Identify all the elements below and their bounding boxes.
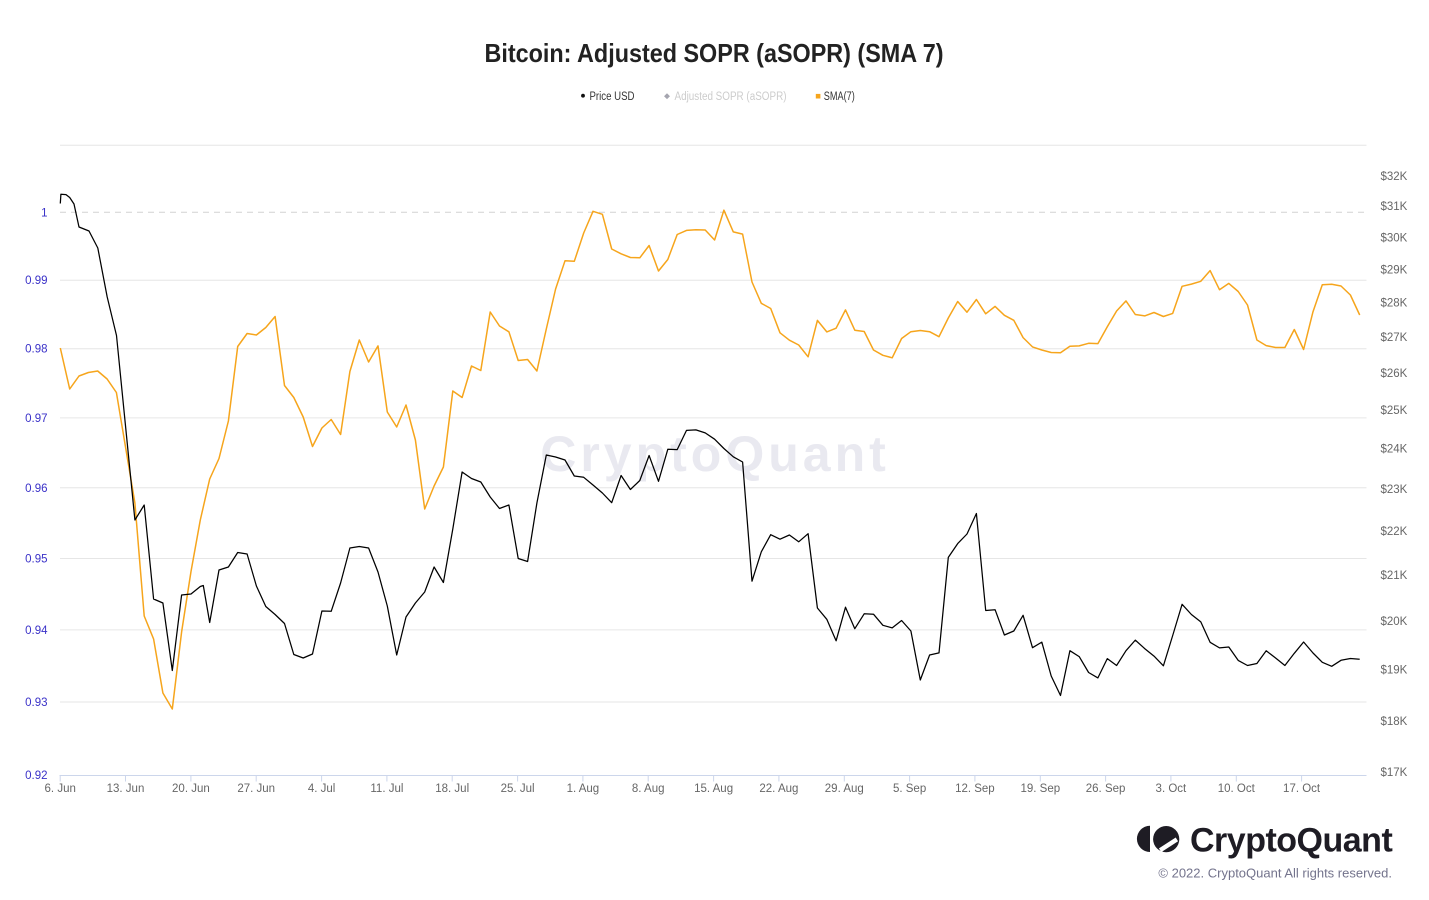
svg-text:$20K: $20K: [1381, 616, 1408, 628]
svg-text:12. Sep: 12. Sep: [955, 783, 995, 795]
svg-text:13. Jun: 13. Jun: [107, 783, 145, 795]
svg-text:0.99: 0.99: [25, 275, 47, 287]
svg-text:18. Jul: 18. Jul: [435, 783, 469, 795]
svg-text:17. Oct: 17. Oct: [1283, 783, 1321, 795]
svg-text:19. Sep: 19. Sep: [1020, 783, 1060, 795]
svg-text:0.95: 0.95: [25, 554, 47, 566]
svg-text:11. Jul: 11. Jul: [370, 783, 403, 795]
svg-text:SMA(7): SMA(7): [824, 91, 855, 103]
svg-text:6. Jun: 6. Jun: [45, 783, 76, 795]
svg-text:1: 1: [41, 207, 47, 219]
svg-text:$18K: $18K: [1381, 716, 1408, 728]
svg-text:15. Aug: 15. Aug: [694, 783, 733, 795]
svg-text:20. Jun: 20. Jun: [172, 783, 210, 795]
svg-text:Adjusted SOPR (aSOPR): Adjusted SOPR (aSOPR): [675, 91, 787, 103]
svg-text:$27K: $27K: [1381, 332, 1408, 344]
svg-text:4. Jul: 4. Jul: [308, 783, 336, 795]
svg-text:26. Sep: 26. Sep: [1086, 783, 1126, 795]
svg-text:0.92: 0.92: [25, 770, 47, 782]
svg-text:© 2022. CryptoQuant All rights: © 2022. CryptoQuant All rights reserved.: [1158, 866, 1392, 881]
svg-text:27. Jun: 27. Jun: [237, 783, 275, 795]
svg-text:0.97: 0.97: [25, 413, 47, 425]
svg-text:$29K: $29K: [1381, 264, 1408, 276]
svg-text:3. Oct: 3. Oct: [1156, 783, 1187, 795]
svg-text:$19K: $19K: [1381, 665, 1408, 677]
svg-text:0.96: 0.96: [25, 483, 47, 495]
svg-text:0.94: 0.94: [25, 625, 48, 637]
svg-text:$30K: $30K: [1381, 232, 1408, 244]
svg-text:$32K: $32K: [1381, 171, 1408, 183]
svg-text:$17K: $17K: [1381, 767, 1408, 779]
svg-text:8. Aug: 8. Aug: [632, 783, 665, 795]
svg-text:$22K: $22K: [1381, 526, 1408, 538]
svg-text:$24K: $24K: [1381, 444, 1408, 456]
svg-text:$25K: $25K: [1381, 405, 1408, 417]
svg-text:$21K: $21K: [1381, 570, 1408, 582]
svg-text:10. Oct: 10. Oct: [1218, 783, 1256, 795]
svg-text:1. Aug: 1. Aug: [567, 783, 600, 795]
svg-text:25. Jul: 25. Jul: [501, 783, 535, 795]
svg-text:$26K: $26K: [1381, 368, 1408, 380]
svg-text:Bitcoin: Adjusted SOPR (aSOPR): Bitcoin: Adjusted SOPR (aSOPR) (SMA 7): [485, 38, 944, 68]
svg-text:$23K: $23K: [1381, 484, 1408, 496]
svg-text:29. Aug: 29. Aug: [825, 783, 864, 795]
svg-text:5. Sep: 5. Sep: [893, 783, 926, 795]
svg-text:0.98: 0.98: [25, 344, 47, 356]
svg-text:Price USD: Price USD: [590, 91, 635, 103]
svg-text:$28K: $28K: [1381, 298, 1408, 310]
svg-text:$31K: $31K: [1381, 201, 1408, 213]
svg-text:0.93: 0.93: [25, 697, 47, 709]
svg-text:CryptoQuant: CryptoQuant: [540, 426, 890, 482]
svg-text:22. Aug: 22. Aug: [759, 783, 798, 795]
svg-text:CryptoQuant: CryptoQuant: [1190, 822, 1392, 860]
